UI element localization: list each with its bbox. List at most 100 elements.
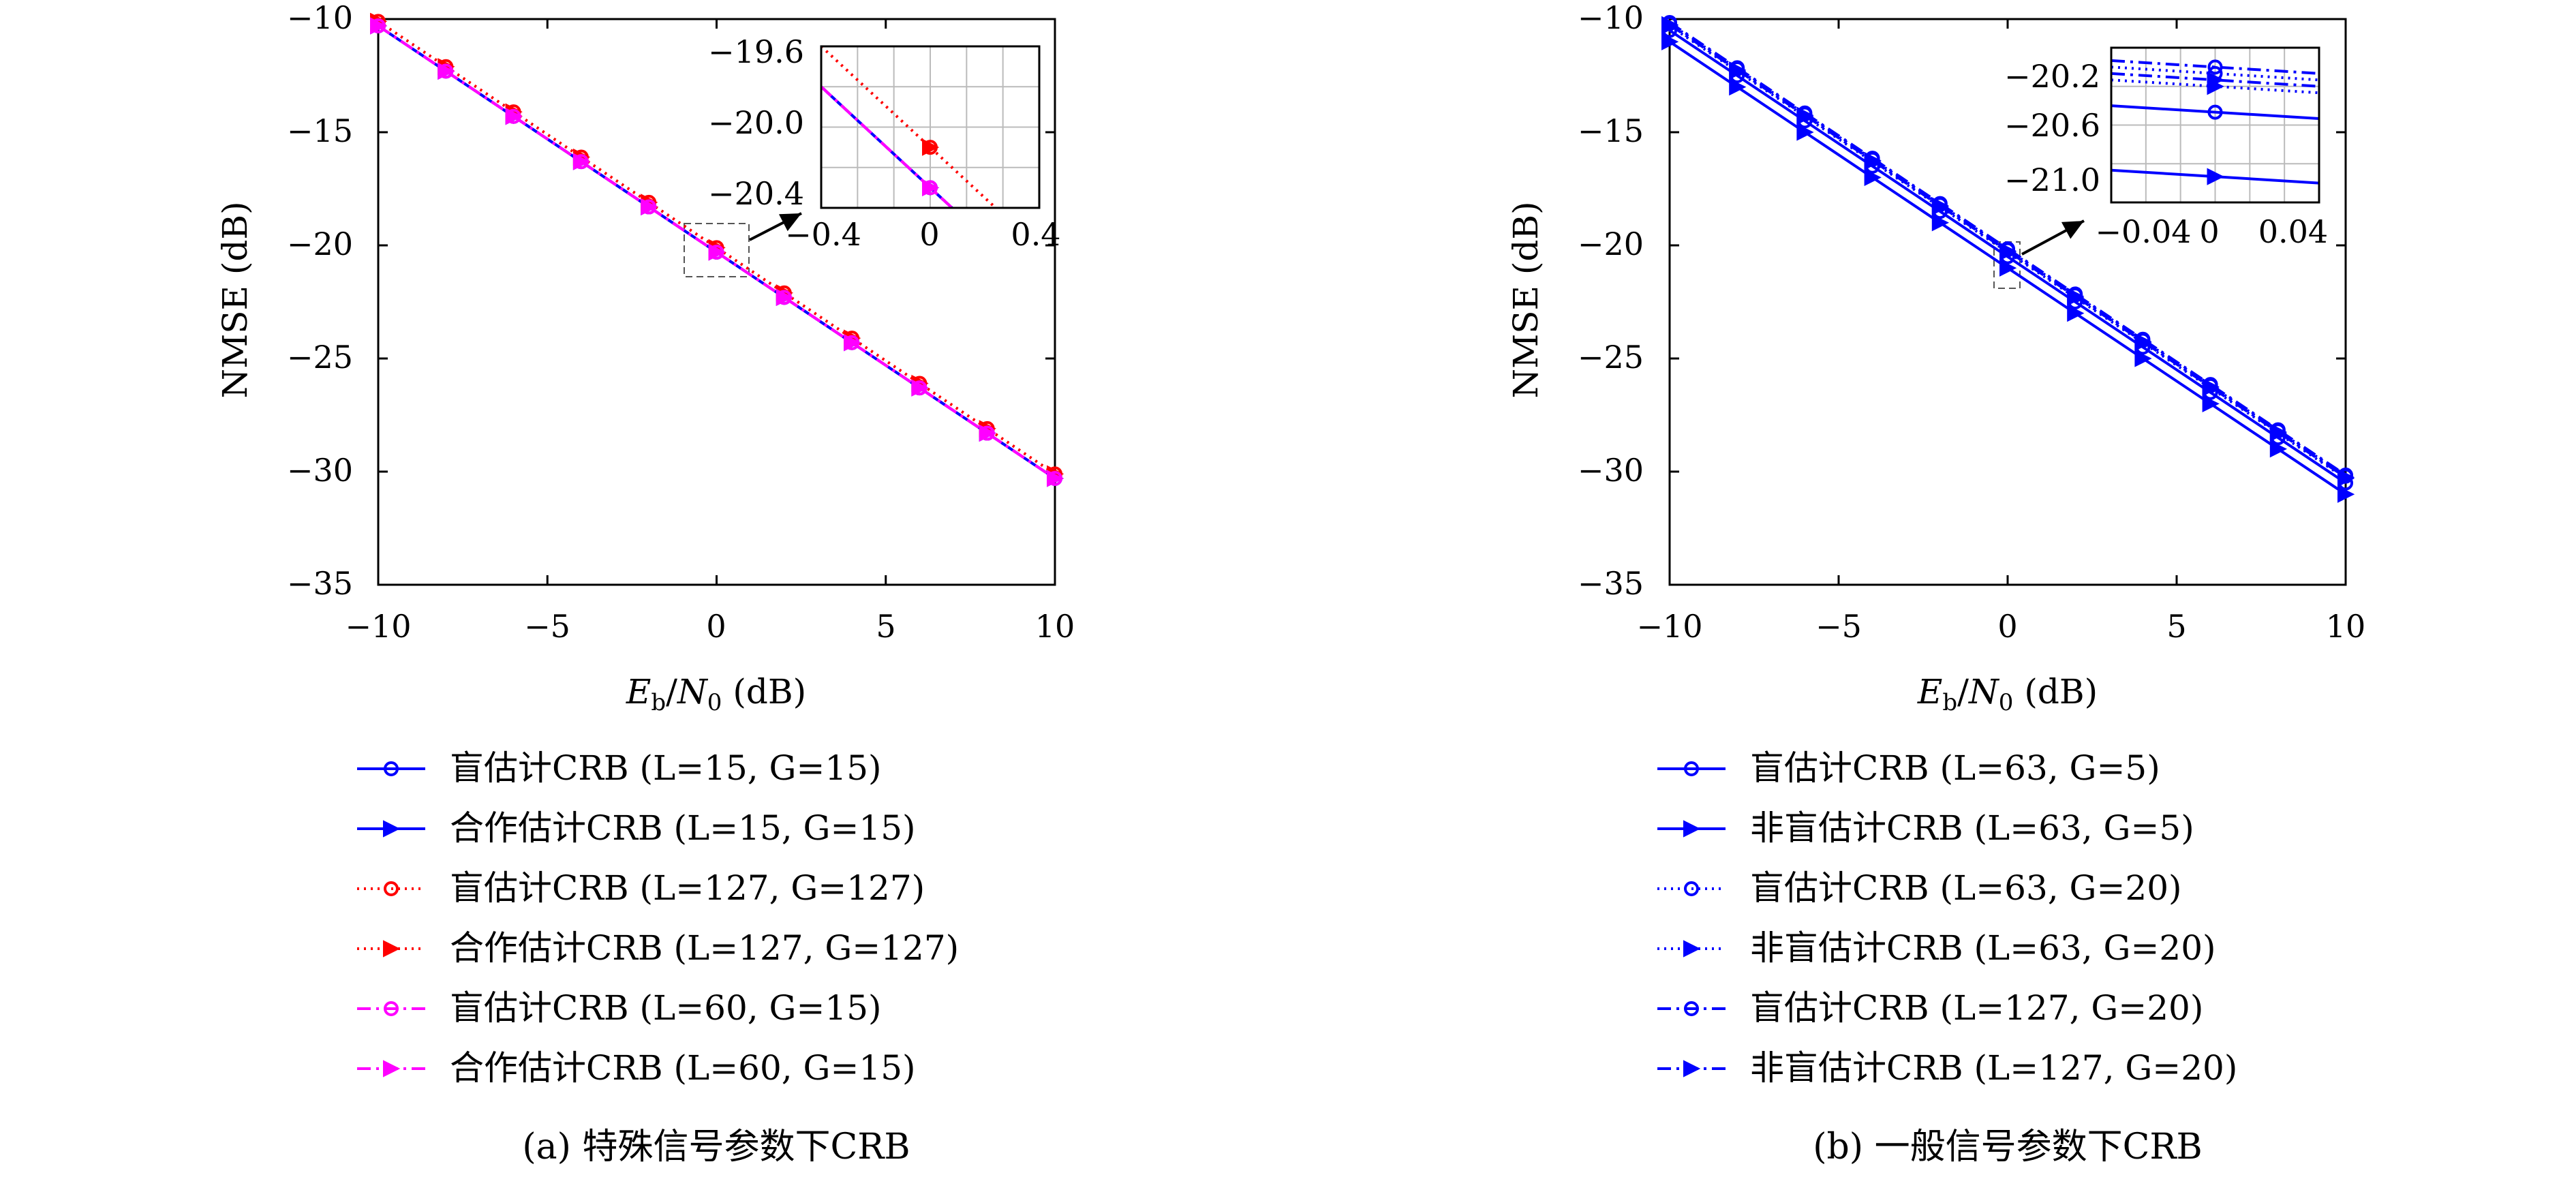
panel-b-ylabel: NMSE (dB) bbox=[1506, 201, 1546, 398]
panel-b-inset-ytick: −21.0 bbox=[2004, 162, 2100, 198]
panel-a-inset-series-6-point bbox=[922, 179, 940, 196]
panel-a-ytick: −30 bbox=[287, 452, 353, 489]
panel-b-legend-marker bbox=[1684, 761, 1699, 776]
panel-b-series-6-point bbox=[1864, 151, 1882, 170]
panel-b-inset: −20.2 −20.6 −21.0 −0.04 0 0.04 bbox=[2004, 46, 2328, 250]
panel-a-xtick: 10 bbox=[1035, 608, 1075, 645]
panel-b-legend-label: 非盲估计CRB (L=127, G=20) bbox=[1750, 1048, 2237, 1088]
panel-a-inset-xtick: −0.4 bbox=[785, 216, 861, 253]
panel-b-xtick: 10 bbox=[2326, 608, 2366, 645]
panel-a-legend-glyph bbox=[357, 761, 425, 776]
panel-a-caption: (a) 特殊信号参数下CRB bbox=[522, 1127, 910, 1167]
panel-a-legend-label: 盲估计CRB (L=60, G=15) bbox=[450, 988, 882, 1028]
panel-a-inset-xtick: 0.4 bbox=[1011, 216, 1060, 253]
panel-b-legend-glyph bbox=[1657, 761, 1726, 776]
panel-b-legend-marker bbox=[1684, 1001, 1699, 1016]
panel-b-series-2-point bbox=[1661, 33, 1679, 50]
panel-b-series-2-point bbox=[2134, 350, 2152, 367]
panel-a-inset-series-4-point bbox=[922, 138, 940, 156]
panel-b-legend-glyph bbox=[1657, 1001, 1726, 1016]
panel-b-xticks: −10 −5 0 5 10 bbox=[1636, 608, 2365, 645]
panel-b-ytick: −10 bbox=[1578, 0, 1644, 36]
panel-b-series-6-point bbox=[2067, 288, 2085, 305]
panel-b-legend-glyph bbox=[1657, 820, 1726, 838]
panel-a-legend-glyph bbox=[357, 820, 425, 838]
panel-a-xlabel-slash: / bbox=[666, 672, 677, 712]
panel-a-xlabel-sub1: b bbox=[651, 689, 666, 716]
panel-b-legend-glyph bbox=[1657, 940, 1726, 958]
panel-b-legend-marker bbox=[1683, 1060, 1701, 1077]
panel-a-xlabel-unit: (dB) bbox=[722, 672, 806, 712]
panel-a-series-6-point bbox=[979, 424, 996, 442]
panel-b-series-6-point bbox=[2202, 378, 2220, 396]
panel-a-series-6 bbox=[370, 17, 1064, 487]
panel-b-inset-frame bbox=[2110, 46, 2320, 204]
panel-b-ytick: −35 bbox=[1578, 565, 1644, 602]
panel-b-inset-series-6-point bbox=[2207, 71, 2224, 89]
panel-b-xlabel: Eb/N0 (dB) bbox=[1917, 672, 2098, 716]
panel-b-inset-series-1-line bbox=[2111, 104, 2319, 121]
panel-a-series-6-point bbox=[641, 198, 658, 216]
panel-b-inset-series bbox=[2111, 59, 2319, 185]
panel-b-series-6-point bbox=[1999, 242, 2017, 260]
panel-b-xlabel-slash: / bbox=[1957, 672, 1969, 712]
panel-a-series-6-point bbox=[505, 108, 523, 125]
panel-a-zoom-arrowhead bbox=[778, 213, 801, 232]
panel-b-series-2-point bbox=[2067, 304, 2085, 322]
panel-b-series-6-point bbox=[1661, 16, 1679, 33]
panel-a-inset-ytick: −20.4 bbox=[708, 175, 804, 212]
panel-b-inset-series-2-point bbox=[2207, 168, 2224, 185]
panel-a-xlabel: Eb/N0 (dB) bbox=[626, 672, 806, 716]
panel-a-xlabel-n: N bbox=[677, 672, 709, 712]
panel-b-series-2-point bbox=[2269, 440, 2288, 458]
panel-b-xlabel-n: N bbox=[1968, 672, 2000, 712]
panel-a-legend-glyph bbox=[357, 1001, 425, 1016]
panel-b-inset-ytick: −20.2 bbox=[2004, 58, 2100, 95]
panel-a-series-6-point bbox=[572, 153, 591, 170]
panel-a-yticks: −10 −15 −20 −25 −30 −35 bbox=[287, 0, 353, 602]
panel-b-inset-series-5-point bbox=[2207, 59, 2223, 75]
panel-b-series-6-point bbox=[2134, 333, 2152, 350]
panel-b-ytick: −30 bbox=[1578, 452, 1644, 489]
panel-a-legend-glyph bbox=[357, 940, 425, 958]
panel-a-xlabel-e: E bbox=[626, 672, 651, 712]
panel-b-xtick: −10 bbox=[1636, 608, 1702, 645]
panel-a-legend-label: 盲估计CRB (L=127, G=127) bbox=[450, 868, 925, 908]
panel-b-inset-xtick: −0.04 bbox=[2096, 213, 2192, 250]
panel-a-inset-axes bbox=[820, 45, 1041, 209]
panel-b-series-2 bbox=[1661, 33, 2355, 503]
panel-b-series-6-point bbox=[1729, 61, 1747, 79]
panel-a-inset-xtick: 0 bbox=[919, 216, 939, 253]
panel-b-ytick: −20 bbox=[1578, 226, 1644, 262]
panel-a-legend-label: 盲估计CRB (L=15, G=15) bbox=[450, 748, 882, 788]
panel-a-legend-marker bbox=[384, 761, 399, 776]
panel-b-legend-glyph bbox=[1657, 881, 1726, 896]
panel-b-zoom-arrowhead bbox=[2061, 221, 2084, 239]
panel-b-series-2-point bbox=[1999, 259, 2017, 277]
panel-b-xtick: 5 bbox=[2166, 608, 2186, 645]
panel-b-xlabel-e: E bbox=[1917, 672, 1943, 712]
panel-a-inset-series-4-line bbox=[821, 46, 998, 208]
panel-a-legend-labels: 盲估计CRB (L=15, G=15) 合作估计CRB (L=15, G=15)… bbox=[450, 748, 959, 1088]
panel-b-series-6 bbox=[1661, 16, 2355, 486]
panel-b-xlabel-sub2: 0 bbox=[1999, 689, 2014, 716]
panel-b-xlabel-unit: (dB) bbox=[2013, 672, 2098, 712]
panel-a-legend-label: 合作估计CRB (L=15, G=15) bbox=[450, 808, 916, 848]
panel-b-legend-label: 盲估计CRB (L=63, G=5) bbox=[1750, 748, 2160, 788]
panel-b-legend-glyph bbox=[1657, 1060, 1726, 1077]
panel-a-zoom-box bbox=[684, 223, 750, 277]
panel-a-series-6-point bbox=[844, 334, 861, 352]
panel-a-legend-label: 合作估计CRB (L=60, G=15) bbox=[450, 1048, 916, 1088]
panel-b-legend-label: 非盲估计CRB (L=63, G=5) bbox=[1750, 808, 2194, 848]
panel-b-series-2-point bbox=[1729, 78, 1747, 96]
panel-b-ytick: −15 bbox=[1578, 112, 1644, 149]
panel-b-series-2-point bbox=[1864, 168, 1882, 187]
panel-b-inset-xtick: 0 bbox=[2199, 213, 2219, 250]
panel-b-xtick: −5 bbox=[1815, 608, 1862, 645]
panel-a-legend bbox=[357, 761, 425, 1077]
panel-a-ytick: −35 bbox=[287, 565, 353, 602]
panel-b-series-2-point bbox=[2337, 485, 2355, 503]
panel-a-series-6-point bbox=[911, 379, 929, 397]
panel-a-legend-glyph bbox=[357, 1060, 425, 1077]
